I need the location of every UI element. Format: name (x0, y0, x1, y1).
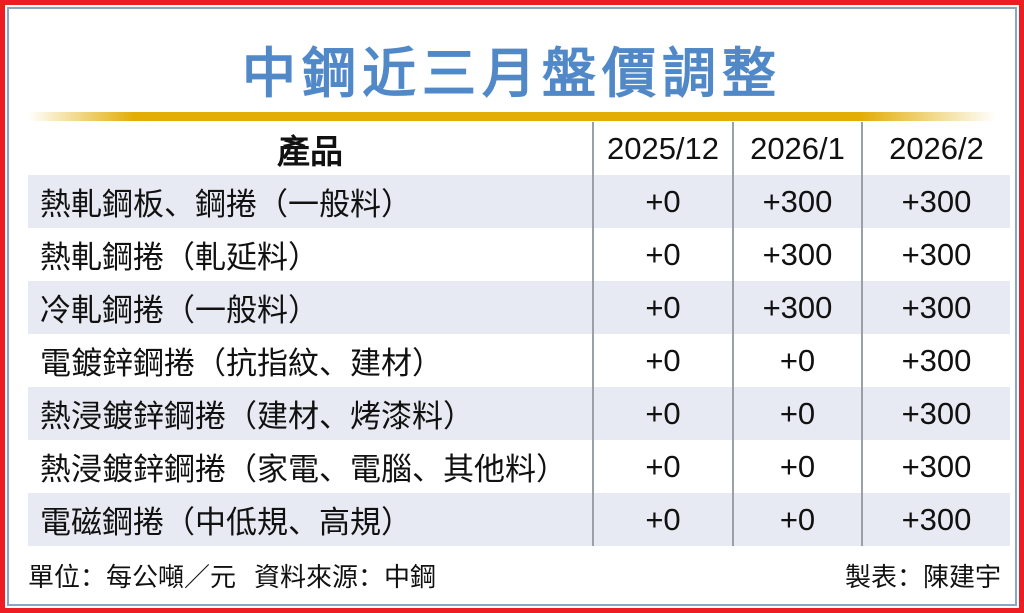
product-cell: 冷軋鋼捲（一般料） (40, 293, 319, 328)
value-cell: +0 (592, 440, 733, 493)
footer-left-notes: 單位：每公噸／元 資料來源：中鋼 (28, 557, 436, 594)
value-cell: +0 (592, 228, 733, 281)
table-row: 電鍍鋅鋼捲（抗指紋、建材） +0 +0 +300 (28, 334, 1010, 387)
unit-note: 單位：每公噸／元 (28, 562, 237, 592)
value-cell: +0 (592, 334, 733, 387)
product-cell: 熱浸鍍鋅鋼捲（建材、烤漆料） (40, 399, 474, 434)
table-row: 電磁鋼捲（中低規、高規） +0 +0 +300 (28, 493, 1010, 546)
value-cell: +300 (861, 334, 1010, 387)
footer: 單位：每公噸／元 資料來源：中鋼 製表：陳建宇 (28, 557, 1001, 594)
value-cell: +300 (861, 175, 1010, 228)
table-row: 熱軋鋼捲（軋延料） +0 +300 +300 (28, 228, 1010, 281)
value-cell: +0 (592, 493, 733, 546)
column-header-2026-2: 2026/2 (861, 122, 1010, 175)
column-header-2026-1: 2026/1 (732, 122, 862, 175)
value-cell: +0 (592, 387, 733, 440)
column-header-2025-12: 2025/12 (592, 122, 733, 175)
value-cell: +300 (732, 228, 862, 281)
value-cell: +300 (732, 175, 862, 228)
table-row: 熱浸鍍鋅鋼捲（家電、電腦、其他料） +0 +0 +300 (28, 440, 1010, 493)
product-cell: 熱浸鍍鋅鋼捲（家電、電腦、其他料） (40, 452, 567, 487)
column-header-product: 產品 (277, 132, 343, 170)
value-cell: +0 (592, 281, 733, 334)
table-row: 熱浸鍍鋅鋼捲（建材、烤漆料） +0 +0 +300 (28, 387, 1010, 440)
value-cell: +0 (732, 387, 862, 440)
price-adjustment-table: 產品 2025/12 2026/1 2026/2 熱軋鋼板、鋼捲（一般料） +0… (28, 122, 1010, 546)
value-cell: +300 (732, 281, 862, 334)
table-row: 冷軋鋼捲（一般料） +0 +300 +300 (28, 281, 1010, 334)
value-cell: +300 (861, 387, 1010, 440)
value-cell: +0 (732, 440, 862, 493)
table-header-row: 產品 2025/12 2026/1 2026/2 (28, 122, 1010, 175)
value-cell: +300 (861, 440, 1010, 493)
value-cell: +0 (732, 334, 862, 387)
value-cell: +0 (592, 175, 733, 228)
product-cell: 熱軋鋼板、鋼捲（一般料） (40, 187, 412, 222)
value-cell: +300 (861, 228, 1010, 281)
gold-divider-bar (28, 112, 996, 121)
product-cell: 電鍍鋅鋼捲（抗指紋、建材） (40, 346, 443, 381)
product-cell: 熱軋鋼捲（軋延料） (40, 240, 319, 275)
credit-note: 製表：陳建宇 (844, 562, 1001, 592)
value-cell: +0 (732, 493, 862, 546)
product-cell: 電磁鋼捲（中低規、高規） (40, 505, 412, 540)
value-cell: +300 (861, 493, 1010, 546)
source-note: 資料來源：中鋼 (254, 562, 437, 592)
page-title: 中鋼近三月盤價調整 (242, 44, 782, 104)
table-row: 熱軋鋼板、鋼捲（一般料） +0 +300 +300 (28, 175, 1010, 228)
value-cell: +300 (861, 281, 1010, 334)
